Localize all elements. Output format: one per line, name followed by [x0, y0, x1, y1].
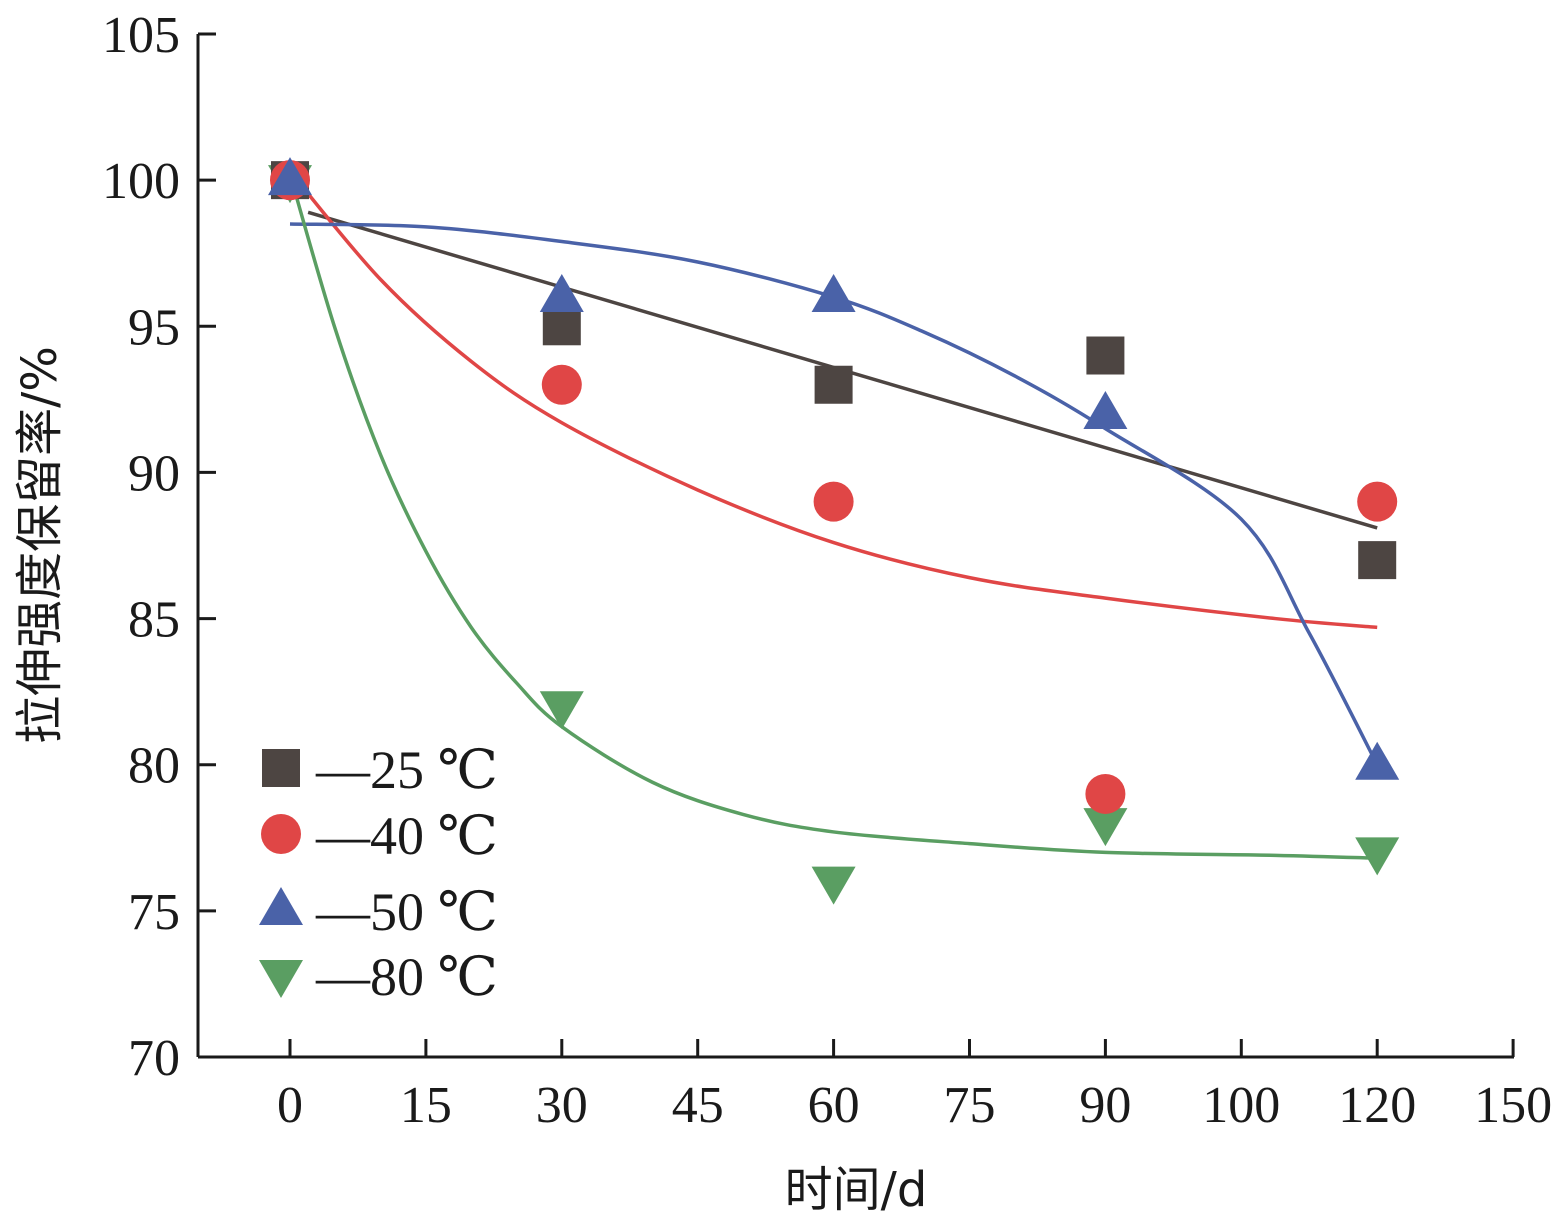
fit-line-series-1 [288, 170, 1378, 630]
x-axis-title: 时间/d [785, 1162, 928, 1218]
x-tick-label: 75 [944, 1077, 996, 1134]
data-point-series-3 [539, 691, 584, 730]
x-ticks: 0 15 30 45 60 75 90 100 120 150 [277, 1039, 1552, 1134]
x-tick-label: 100 [1202, 1077, 1280, 1134]
legend-label-series-1: —40 ℃ [315, 806, 498, 866]
x-tick-label: 0 [277, 1077, 303, 1134]
data-point-series-3 [811, 866, 856, 905]
data-point-series-2 [811, 274, 856, 313]
axes [196, 34, 1514, 1059]
data-point-series-0 [542, 307, 581, 346]
data-point-series-2 [1355, 741, 1400, 780]
y-tick-label: 105 [102, 7, 180, 64]
data-point-series-1 [813, 481, 854, 522]
fit-line-series-3 [288, 173, 1378, 860]
x-tick-label: 120 [1338, 1077, 1416, 1134]
fit-line-series-2 [289, 222, 1379, 766]
x-tick-label: 45 [672, 1077, 724, 1134]
data-point-series-0 [814, 365, 853, 404]
y-tick-label: 85 [128, 592, 180, 649]
x-tick-label: 60 [808, 1077, 860, 1134]
data-point-series-2 [1083, 390, 1128, 429]
legend-marker-series-3 [259, 960, 303, 998]
legend: —25 ℃—40 ℃ —50 ℃—80 ℃ [259, 740, 498, 1007]
data-point-series-2 [268, 157, 312, 196]
data-markers [268, 157, 1400, 905]
y-tick-label: 100 [102, 153, 180, 210]
legend-marker-series-1 [261, 814, 301, 854]
y-tick-label: 90 [128, 445, 180, 502]
x-tick-label: 150 [1474, 1077, 1552, 1134]
x-tick-label: 15 [400, 1077, 452, 1134]
data-point-series-0 [1358, 541, 1397, 580]
legend-marker-series-0 [262, 749, 300, 787]
data-point-series-3 [1355, 837, 1400, 876]
data-point-series-2 [539, 274, 584, 313]
data-point-series-1 [1357, 481, 1398, 522]
legend-label-series-2: —50 ℃ [315, 882, 498, 942]
x-tick-label: 30 [536, 1077, 588, 1134]
legend-label-series-3: —80 ℃ [315, 947, 498, 1007]
y-ticks: 70 75 80 85 90 95 100 105 [102, 7, 216, 1087]
y-axis-title: 拉伸强度保留率/% [12, 346, 68, 744]
data-point-series-0 [1086, 336, 1125, 375]
data-point-series-1 [541, 364, 582, 405]
y-tick-label: 75 [128, 884, 180, 941]
data-point-series-3 [1083, 808, 1128, 847]
legend-marker-series-2 [259, 887, 303, 925]
y-tick-label: 70 [128, 1030, 180, 1087]
x-tick-label: 90 [1079, 1077, 1131, 1134]
legend-label-series-0: —25 ℃ [315, 740, 498, 800]
data-point-series-1 [1085, 773, 1126, 814]
y-tick-label: 95 [128, 299, 180, 356]
y-tick-label: 80 [128, 738, 180, 795]
